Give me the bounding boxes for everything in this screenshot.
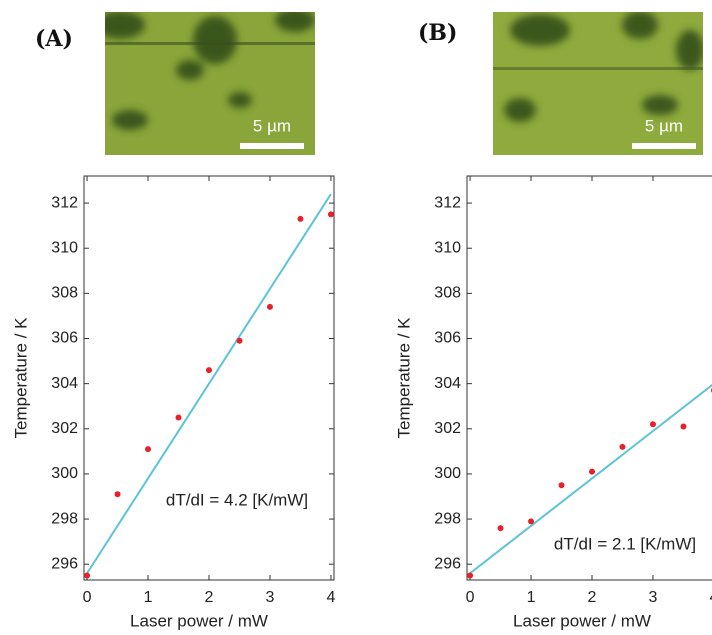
x-tick-label: 3 bbox=[649, 589, 658, 606]
micrograph bbox=[493, 12, 703, 155]
panel-label: (A) bbox=[35, 26, 73, 52]
data-point bbox=[558, 482, 565, 489]
data-point bbox=[114, 491, 121, 498]
data-point bbox=[589, 468, 595, 475]
y-tick-label: 296 bbox=[51, 555, 78, 572]
y-tick-label: 302 bbox=[434, 420, 461, 437]
scale-bar-label: 5 µm bbox=[645, 116, 683, 135]
x-tick-label: 0 bbox=[466, 589, 475, 606]
data-point bbox=[327, 211, 334, 218]
data-point bbox=[497, 525, 504, 532]
y-tick-label: 298 bbox=[51, 510, 78, 527]
fit-line bbox=[469, 383, 712, 575]
x-tick-label: 3 bbox=[266, 589, 275, 606]
y-axis-label: Temperature / K bbox=[394, 317, 413, 439]
data-point bbox=[84, 572, 91, 579]
data-point bbox=[619, 443, 626, 450]
fit-line bbox=[86, 193, 332, 574]
data-point bbox=[680, 423, 687, 430]
y-tick-label: 312 bbox=[434, 194, 461, 211]
x-tick-label: 1 bbox=[527, 589, 536, 606]
annotation: dT/dI = 2.1 [K/mW] bbox=[554, 534, 696, 553]
y-axis-label: Temperature / K bbox=[11, 317, 30, 439]
x-tick-label: 2 bbox=[205, 589, 214, 606]
data-point bbox=[528, 518, 535, 525]
data-point bbox=[145, 446, 152, 453]
y-tick-label: 312 bbox=[51, 194, 78, 211]
data-point bbox=[175, 414, 182, 421]
y-tick-label: 300 bbox=[434, 465, 461, 482]
x-tick-label: 4 bbox=[326, 589, 335, 606]
y-tick-label: 304 bbox=[434, 375, 461, 392]
data-point bbox=[467, 572, 474, 579]
y-tick-label: 310 bbox=[51, 239, 78, 256]
data-point bbox=[266, 303, 273, 310]
plot-frame bbox=[466, 175, 712, 581]
data-point bbox=[236, 337, 243, 344]
x-axis-label: Laser power / mW bbox=[513, 611, 651, 630]
y-tick-label: 302 bbox=[51, 420, 78, 437]
data-point bbox=[297, 215, 304, 222]
data-point bbox=[649, 421, 656, 428]
micrograph bbox=[105, 12, 315, 155]
x-tick-label: 0 bbox=[83, 589, 92, 606]
x-tick-label: 4 bbox=[709, 589, 712, 606]
y-tick-label: 306 bbox=[434, 330, 461, 347]
y-tick-label: 300 bbox=[51, 465, 78, 482]
y-tick-label: 304 bbox=[51, 375, 78, 392]
y-tick-label: 306 bbox=[51, 330, 78, 347]
y-tick-label: 298 bbox=[434, 510, 461, 527]
panel-label: (B) bbox=[418, 20, 457, 46]
y-tick-label: 310 bbox=[434, 239, 461, 256]
annotation: dT/dI = 4.2 [K/mW] bbox=[166, 490, 308, 509]
y-tick-label: 308 bbox=[51, 285, 78, 302]
data-point bbox=[206, 367, 212, 374]
y-tick-label: 296 bbox=[434, 555, 461, 572]
x-tick-label: 1 bbox=[144, 589, 153, 606]
x-tick-label: 2 bbox=[588, 589, 597, 606]
y-tick-label: 308 bbox=[434, 285, 461, 302]
x-axis-label: Laser power / mW bbox=[130, 611, 268, 630]
scale-bar-label: 5 µm bbox=[253, 116, 291, 135]
